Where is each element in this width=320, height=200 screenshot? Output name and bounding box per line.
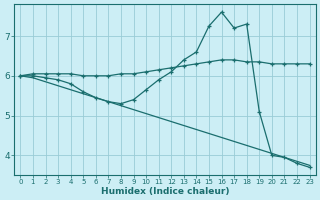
X-axis label: Humidex (Indice chaleur): Humidex (Indice chaleur) [101,187,229,196]
